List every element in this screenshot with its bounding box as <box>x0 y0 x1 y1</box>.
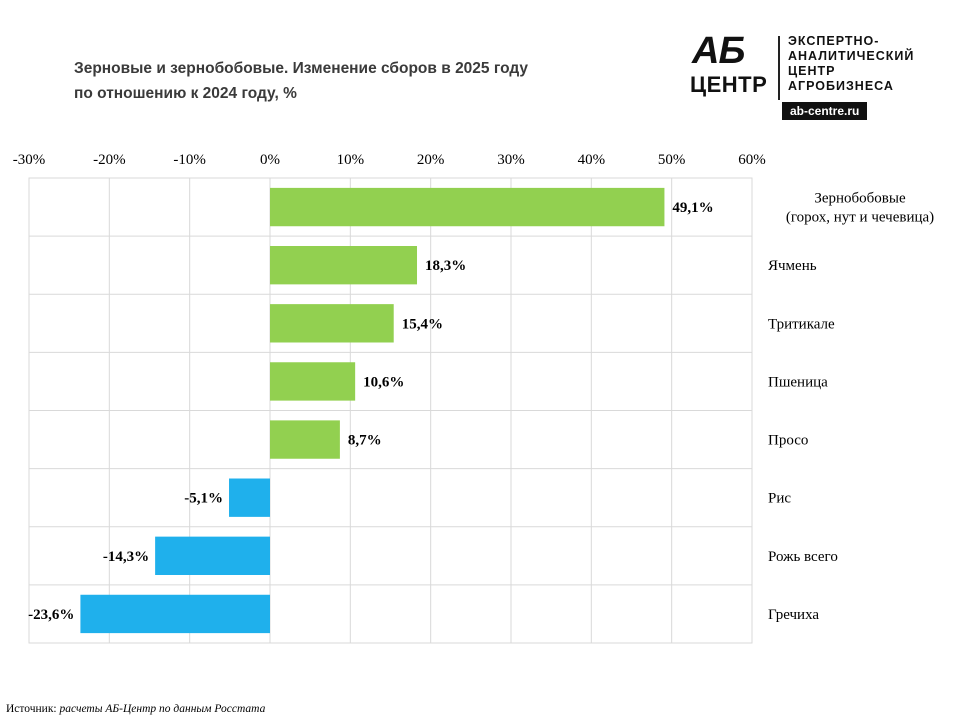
logo-tagline-line: АНАЛИТИЧЕСКИЙ <box>788 49 915 63</box>
x-tick-label: -10% <box>173 152 206 168</box>
x-tick-label: -30% <box>13 152 46 168</box>
category-label: Пшеница <box>768 374 828 390</box>
data-label: -23,6% <box>28 607 74 623</box>
chart-title-line-2: по отношению к 2024 году, % <box>74 85 297 102</box>
category-label: Гречиха <box>768 607 819 623</box>
category-label: Рис <box>768 491 791 507</box>
x-tick-label: 0% <box>260 152 280 168</box>
bar <box>155 536 270 575</box>
ab-centre-logo: АБ ЦЕНТР ЭКСПЕРТНО- АНАЛИТИЧЕСКИЙ ЦЕНТР … <box>690 30 940 120</box>
chart-title-line-1: Зерновые и зернобобовые. Изменение сборо… <box>74 60 529 77</box>
data-label: -14,3% <box>103 549 149 565</box>
x-tick-label: 10% <box>337 152 365 168</box>
category-label: Ячмень <box>768 258 817 274</box>
logo-divider <box>778 36 780 100</box>
x-tick-label: 20% <box>417 152 445 168</box>
category-label: (горох, нут и чечевица) <box>786 210 934 226</box>
data-label: 49,1% <box>672 200 713 216</box>
data-label: 8,7% <box>348 433 382 449</box>
labels-layer: -30% -20% -10% 0% 10% 20% 30% 40% 50% 60% 49,1% Зер… <box>13 152 934 623</box>
bar <box>229 478 270 517</box>
logo-brand-top: АБ <box>692 30 745 72</box>
x-tick-label: 50% <box>658 152 686 168</box>
bar <box>270 246 418 285</box>
source-note: Источник: расчеты АБ-Центр по данным Рос… <box>6 703 265 715</box>
logo-brand-mark: АБ ЦЕНТР <box>690 30 776 100</box>
source-label: Источник: <box>6 703 57 715</box>
logo-site-url: ab-centre.ru <box>782 102 868 120</box>
data-label: -5,1% <box>184 491 223 507</box>
bars-layer <box>80 187 665 634</box>
source-text: расчеты АБ-Центр по данным Росстата <box>59 703 266 715</box>
bar <box>270 420 340 459</box>
data-label: 18,3% <box>425 258 466 274</box>
data-label: 15,4% <box>402 316 443 332</box>
bar <box>270 304 394 343</box>
x-tick-label: -20% <box>93 152 126 168</box>
x-tick-label: 40% <box>578 152 606 168</box>
chart-title: Зерновые и зернобобовые. Изменение сборо… <box>74 56 634 106</box>
logo-tagline: ЭКСПЕРТНО- АНАЛИТИЧЕСКИЙ ЦЕНТР АГРОБИЗНЕ… <box>788 34 914 94</box>
category-label: Рожь всего <box>768 549 838 565</box>
x-tick-label: 60% <box>738 152 766 168</box>
logo-tagline-line: ЭКСПЕРТНО- <box>788 34 880 48</box>
logo-tagline-line: ЦЕНТР <box>788 64 836 78</box>
category-label: Зернобобовые <box>814 191 906 207</box>
category-label: Тритикале <box>768 316 835 332</box>
bar <box>270 187 665 227</box>
data-label: 10,6% <box>363 374 404 390</box>
bar <box>270 362 356 401</box>
grid-layer <box>28 177 753 644</box>
bar <box>80 594 270 634</box>
category-label: Просо <box>768 433 808 449</box>
logo-tagline-line: АГРОБИЗНЕСА <box>788 79 894 93</box>
logo-brand-bottom: ЦЕНТР <box>690 72 768 97</box>
x-tick-label: 30% <box>497 152 525 168</box>
